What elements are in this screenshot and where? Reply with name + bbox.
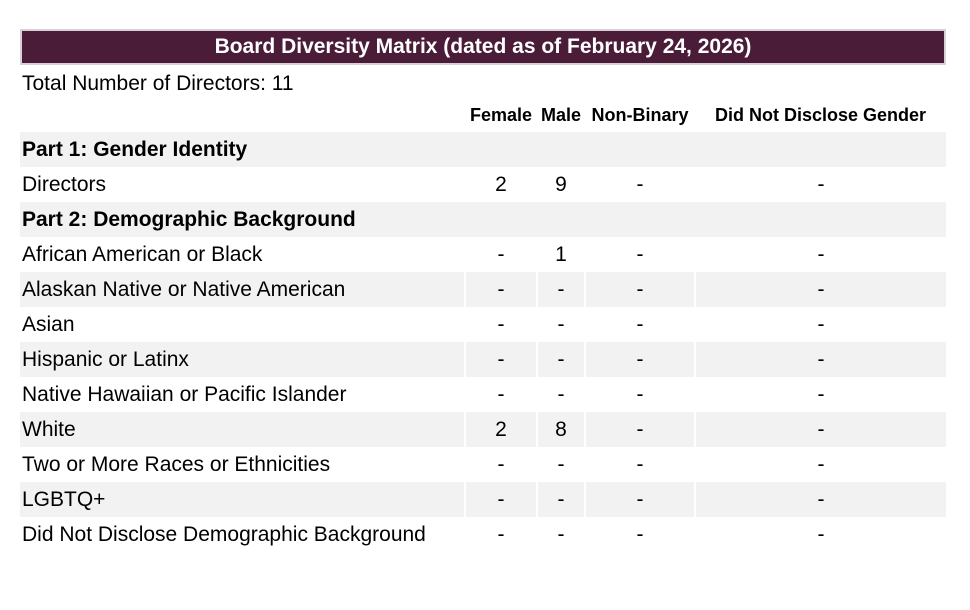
board-diversity-matrix-page: Board Diversity Matrix (dated as of Febr… xyxy=(0,29,970,552)
table-row: Did Not Disclose Demographic Background -… xyxy=(20,517,946,552)
column-header: Did Not Disclose Gender xyxy=(714,105,927,125)
cell-value: - xyxy=(584,517,695,552)
cell-value: - xyxy=(694,377,946,412)
row-label: Alaskan Native or Native American xyxy=(22,278,346,301)
table-row: Alaskan Native or Native American - - - - xyxy=(20,272,946,307)
row-label: Hispanic or Latinx xyxy=(22,348,189,371)
cell-value: - xyxy=(584,447,695,482)
cell-value: - xyxy=(464,342,537,377)
table-header: Female Male Non-Binary Did Not Disclose Gen… xyxy=(20,100,946,132)
row-label: Did Not Disclose Demographic Background xyxy=(22,523,426,546)
cell-value: - xyxy=(536,447,585,482)
table-row: Two or More Races or Ethnicities - - - - xyxy=(20,447,946,482)
table-row: White 2 8- - xyxy=(20,412,946,447)
column-header-empty xyxy=(20,100,465,132)
cell-value: - xyxy=(464,237,537,272)
cell-value: - xyxy=(694,237,946,272)
cell-value: - xyxy=(536,342,585,377)
cell-value: - xyxy=(464,482,537,517)
cell-value: - xyxy=(536,272,585,307)
cell-value: - xyxy=(464,307,537,342)
column-header: Non-Binary xyxy=(591,105,689,125)
cell-value: - xyxy=(536,377,585,412)
cell-value: - xyxy=(584,377,695,412)
cell-value: 1 xyxy=(536,237,585,272)
matrix-title: Board Diversity Matrix (dated as of Febr… xyxy=(214,35,752,58)
cell-value: - xyxy=(584,342,695,377)
cell-value: 2 xyxy=(464,412,537,447)
cell-value: - xyxy=(694,272,946,307)
row-label: Directors xyxy=(22,173,107,196)
section-row: Part 1: Gender Identity xyxy=(20,132,946,167)
row-label: White xyxy=(22,418,76,441)
column-header: Female xyxy=(469,105,533,125)
section-label: Part 2: Demographic Background xyxy=(22,208,356,231)
cell-value: - xyxy=(584,482,695,517)
section-row: Part 2: Demographic Background xyxy=(20,202,946,237)
table-row: African American or Black -1- - xyxy=(20,237,946,272)
cell-value: - xyxy=(584,167,695,202)
cell-value: - xyxy=(694,447,946,482)
cell-value: - xyxy=(694,307,946,342)
total-directors-line: Total Number of Directors: 11 xyxy=(22,72,294,95)
table-row: LGBTQ+ - - - - xyxy=(20,482,946,517)
column-header: Male xyxy=(540,105,582,125)
cell-value: - xyxy=(464,447,537,482)
table-row: Native Hawaiian or Pacific Islander - - - - xyxy=(20,377,946,412)
cell-value: - xyxy=(694,167,946,202)
cell-value: - xyxy=(464,377,537,412)
row-label: Two or More Races or Ethnicities xyxy=(22,453,331,476)
cell-value: - xyxy=(694,517,946,552)
matrix-title-bar: Board Diversity Matrix (dated as of Febr… xyxy=(20,29,946,65)
cell-value: - xyxy=(584,272,695,307)
diversity-matrix-table: Female Male Non-Binary Did Not Disclose Gen… xyxy=(20,100,946,552)
row-label: LGBTQ+ xyxy=(22,488,106,511)
cell-value: - xyxy=(536,482,585,517)
header-row: Female Male Non-Binary Did Not Disclose Gen… xyxy=(20,100,946,132)
cell-value: 2 xyxy=(464,167,537,202)
cell-value: - xyxy=(694,482,946,517)
section-label: Part 1: Gender Identity xyxy=(22,138,248,161)
cell-value: 8 xyxy=(536,412,585,447)
table-row: Directors 2 9- - xyxy=(20,167,946,202)
table-body: Part 1: Gender Identity Directors 2 9- - Part… xyxy=(20,132,946,552)
cell-value: - xyxy=(584,412,695,447)
cell-value: - xyxy=(536,517,585,552)
cell-value: - xyxy=(464,272,537,307)
row-label: African American or Black xyxy=(22,243,263,266)
row-label: Asian xyxy=(22,313,75,336)
cell-value: - xyxy=(694,412,946,447)
cell-value: - xyxy=(536,307,585,342)
table-row: Asian - - - - xyxy=(20,307,946,342)
cell-value: - xyxy=(584,307,695,342)
cell-value: - xyxy=(584,237,695,272)
cell-value: - xyxy=(464,517,537,552)
cell-value: 9 xyxy=(536,167,585,202)
cell-value: - xyxy=(694,342,946,377)
table-row: Hispanic or Latinx - - - - xyxy=(20,342,946,377)
row-label: Native Hawaiian or Pacific Islander xyxy=(22,383,347,406)
